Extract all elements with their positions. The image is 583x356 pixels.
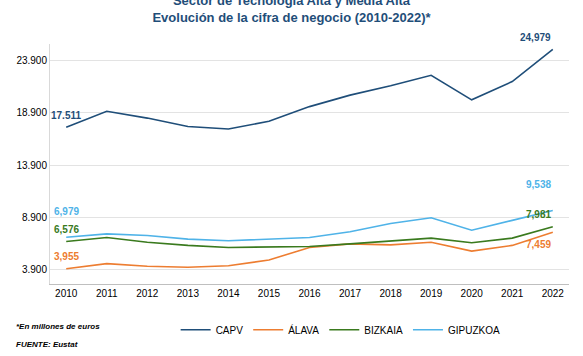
svg-text:ÁLAVA: ÁLAVA (288, 324, 319, 336)
svg-text:FUENTE: Eustat: FUENTE: Eustat (16, 340, 78, 349)
svg-text:*En millones de euros: *En millones de euros (16, 322, 100, 331)
svg-text:2017: 2017 (339, 288, 362, 299)
svg-text:2016: 2016 (298, 288, 321, 299)
svg-text:7,981: 7,981 (526, 209, 551, 220)
svg-text:6,576: 6,576 (54, 224, 79, 235)
svg-text:GIPUZKOA: GIPUZKOA (448, 325, 500, 336)
svg-text:24,979: 24,979 (520, 32, 551, 43)
svg-text:2014: 2014 (217, 288, 240, 299)
svg-text:18.900: 18.900 (16, 107, 47, 118)
svg-text:7,459: 7,459 (526, 239, 551, 250)
svg-text:CAPV: CAPV (216, 325, 244, 336)
svg-text:2018: 2018 (379, 288, 402, 299)
svg-text:23.900: 23.900 (16, 55, 47, 66)
svg-text:6,979: 6,979 (54, 206, 79, 217)
svg-text:2013: 2013 (177, 288, 200, 299)
svg-text:3,955: 3,955 (54, 251, 79, 262)
svg-text:BIZKAIA: BIZKAIA (364, 325, 403, 336)
svg-text:3.900: 3.900 (22, 264, 47, 275)
svg-text:13.900: 13.900 (16, 160, 47, 171)
svg-text:2022: 2022 (542, 288, 565, 299)
svg-text:2012: 2012 (136, 288, 159, 299)
svg-text:2011: 2011 (96, 288, 118, 299)
svg-text:8.900: 8.900 (22, 212, 47, 223)
svg-text:2020: 2020 (461, 288, 484, 299)
svg-text:2010: 2010 (55, 288, 78, 299)
svg-text:Sector de Tecnología Alta y Me: Sector de Tecnología Alta y Media AltaEv… (152, 0, 431, 25)
svg-text:2021: 2021 (501, 288, 524, 299)
svg-text:2015: 2015 (258, 288, 281, 299)
svg-text:17.511: 17.511 (51, 110, 81, 121)
svg-text:2019: 2019 (420, 288, 443, 299)
svg-text:9,538: 9,538 (526, 179, 551, 190)
